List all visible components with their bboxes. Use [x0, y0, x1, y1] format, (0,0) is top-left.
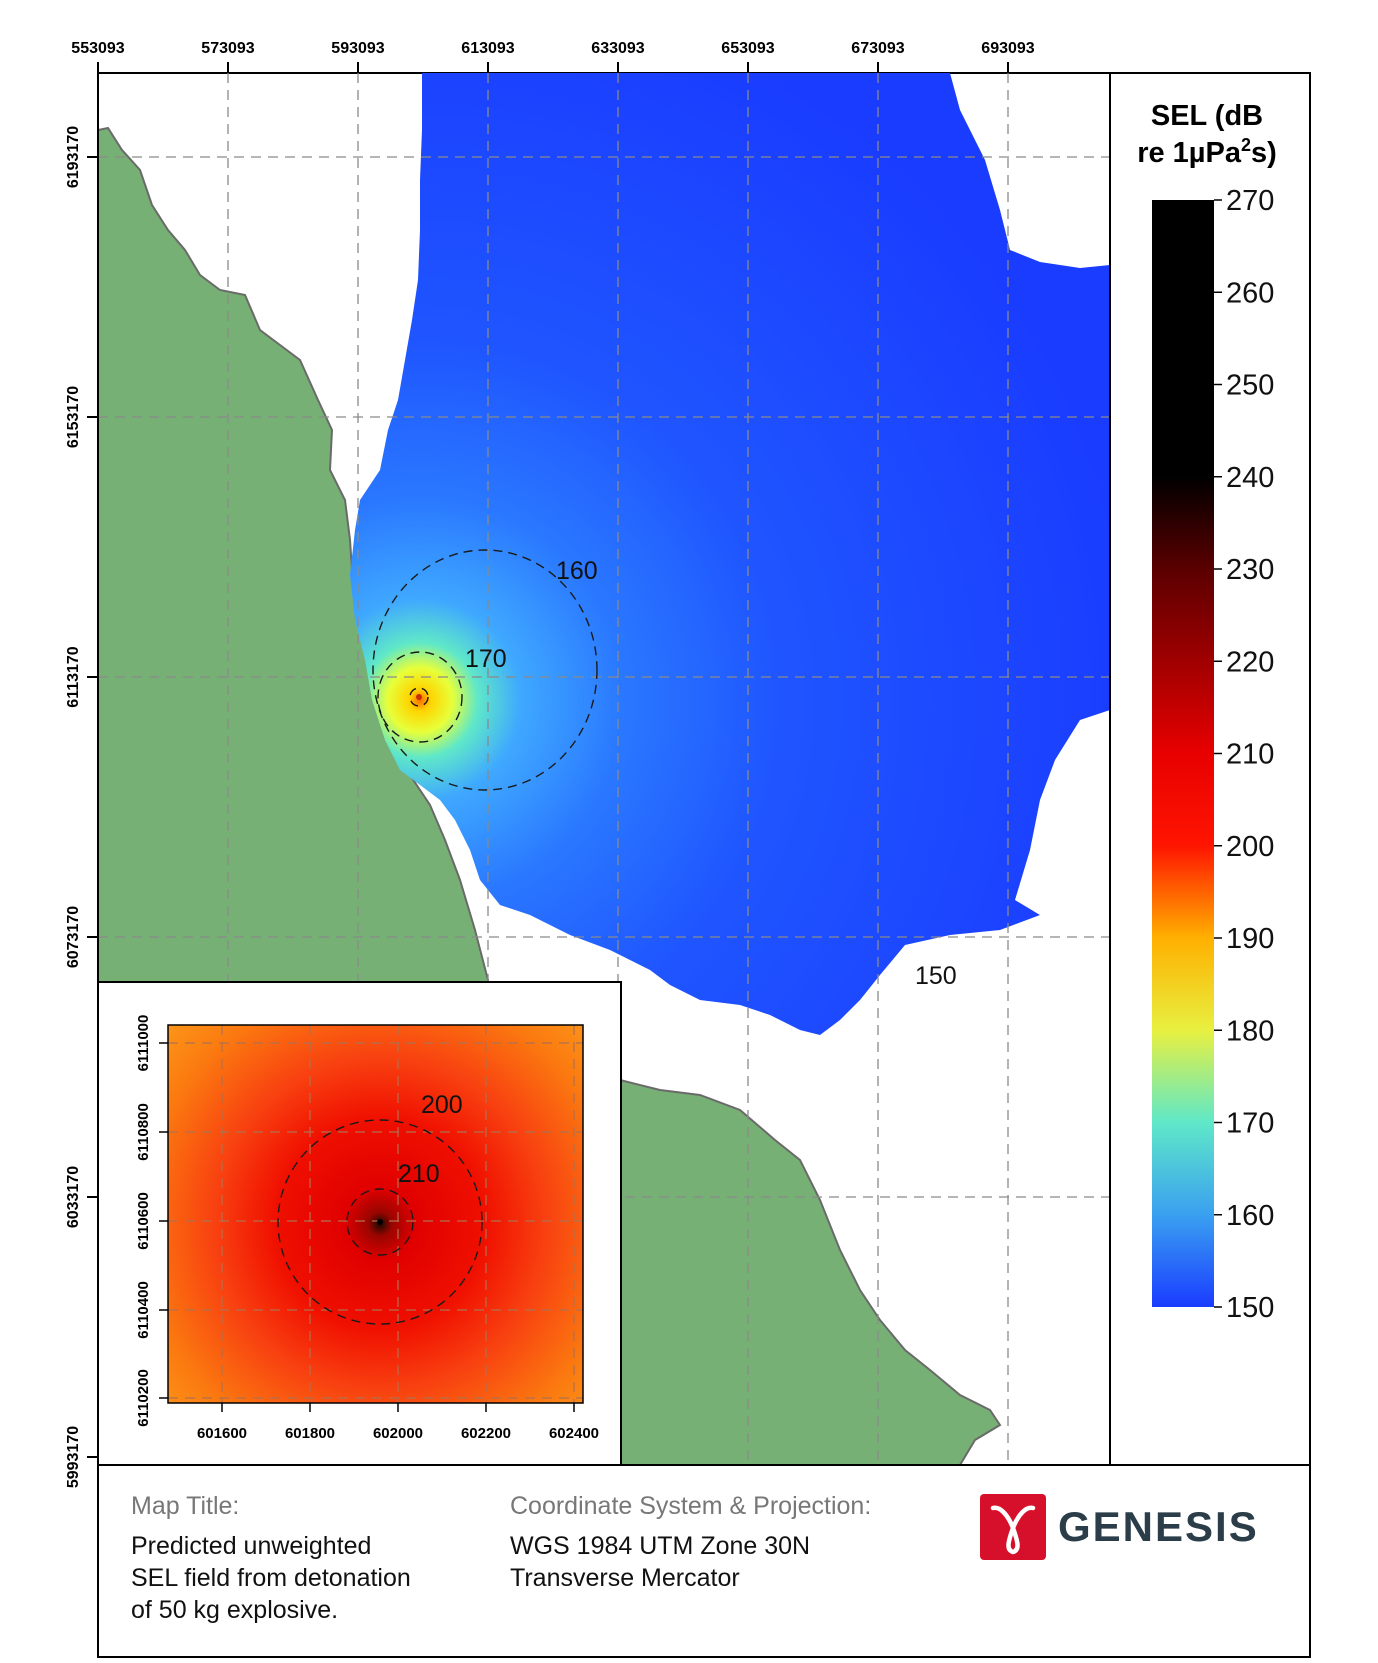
inset-x-tick-label: 601800: [285, 1425, 335, 1442]
inset-axes: 601600 601800 602000 602200 602400 6111000 611…: [135, 1015, 599, 1442]
y-tick-label: 5993170: [65, 1426, 82, 1488]
colorbar: [1152, 200, 1214, 1307]
inset-map: 200 210 601600 601800 602000 602200 602400 61…: [97, 981, 622, 1466]
crs-line: WGS 1984 UTM Zone 30N: [510, 1532, 811, 1560]
colorbar-ticks: 270 260 250 240 230 220 210 200 190 180 170 160 150: [1214, 185, 1274, 1324]
colorbar-tick-label: 230: [1226, 554, 1274, 586]
inset-contour-200: [277, 1119, 483, 1325]
inset-y-tick-label: 6111000: [135, 1015, 152, 1072]
inset-grid: [168, 1025, 583, 1403]
inset-y-tick-label: 6110200: [135, 1369, 152, 1427]
colorbar-tick-label: 160: [1226, 1200, 1274, 1232]
genesis-logo-icon: [980, 1494, 1046, 1560]
inset-x-tick-label: 602400: [549, 1425, 599, 1442]
detonation-point: [416, 694, 422, 700]
y-tick-label: 6113170: [65, 646, 82, 708]
colorbar-tick-label: 190: [1226, 923, 1274, 955]
x-tick-label: 633093: [591, 40, 644, 57]
colorbar-tick-label: 250: [1226, 370, 1274, 402]
land-west: [98, 126, 492, 1001]
inset-detonation-point: [377, 1219, 383, 1225]
y-tick-label: 6193170: [65, 126, 82, 188]
inset-field: [168, 1025, 583, 1403]
colorbar-tick-label: 210: [1226, 739, 1274, 771]
inset-y-tick-label: 6110400: [135, 1281, 152, 1339]
x-tick-label: 573093: [201, 40, 254, 57]
contour-180: [409, 687, 429, 707]
legend-title-line1: SEL (dB: [1151, 100, 1263, 132]
y-tick-label: 6073170: [65, 906, 82, 968]
crs-text: WGS 1984 UTM Zone 30N Transverse Mercato…: [510, 1530, 810, 1594]
x-tick-label: 553093: [71, 40, 124, 57]
y-tick-label: 6153170: [65, 386, 82, 448]
map-title-heading: Map Title:: [131, 1492, 240, 1520]
footer-frame: [97, 1464, 1311, 1658]
contour-label-160: 160: [556, 557, 598, 585]
contour-label-150: 150: [915, 962, 957, 990]
x-tick-label: 653093: [721, 40, 774, 57]
contour-170: [377, 651, 463, 743]
x-tick-label: 593093: [331, 40, 384, 57]
inset-contour-210: [346, 1188, 414, 1256]
contour-label-170: 170: [465, 645, 507, 673]
inset-contour-label-210: 210: [398, 1160, 440, 1188]
x-tick-label: 673093: [851, 40, 904, 57]
logo-wordmark: GENESIS: [1058, 1503, 1259, 1550]
inset-y-tick-label: 6110600: [135, 1192, 152, 1250]
inset-x-tick-label: 602200: [461, 1425, 511, 1442]
colorbar-tick-label: 170: [1226, 1108, 1274, 1140]
map-title-line: SEL field from detonation: [131, 1564, 411, 1592]
x-tick-label: 613093: [461, 40, 514, 57]
contour-lines: [372, 549, 598, 791]
inset-contours: [277, 1119, 483, 1325]
map-title-line: Predicted unweighted: [131, 1532, 372, 1560]
map-axes: 553093 573093 593093 613093 633093 653093 6730…: [65, 40, 1035, 1488]
crs-heading: Coordinate System & Projection:: [510, 1492, 872, 1520]
y-tick-label: 6033170: [65, 1166, 82, 1228]
sel-field: [350, 73, 1110, 1035]
land-southeast: [619, 1078, 1002, 1465]
colorbar-tick-label: 200: [1226, 831, 1274, 863]
inset-x-tick-label: 601600: [197, 1425, 247, 1442]
colorbar-tick-label: 270: [1226, 185, 1274, 217]
x-tick-label: 693093: [981, 40, 1034, 57]
colorbar-tick-label: 260: [1226, 277, 1274, 309]
colorbar-tick-label: 240: [1226, 462, 1274, 494]
contour-160: [372, 549, 598, 791]
legend: SEL (dB re 1µPa2s) 270 260 250 240 230 220 210…: [1137, 100, 1277, 1324]
colorbar-tick-label: 150: [1226, 1292, 1274, 1324]
colorbar-tick-label: 180: [1226, 1015, 1274, 1047]
legend-title-line2: re 1µPa2s): [1137, 135, 1277, 169]
inset-contour-label-200: 200: [421, 1091, 463, 1119]
colorbar-tick-label: 220: [1226, 646, 1274, 678]
inset-y-tick-label: 6110800: [135, 1103, 152, 1161]
crs-line: Transverse Mercator: [510, 1564, 740, 1592]
inset-plot-border: [167, 1024, 584, 1404]
inset-x-tick-label: 602000: [373, 1425, 423, 1442]
map-title-text: Predicted unweighted SEL field from deto…: [131, 1530, 411, 1626]
map-title-line: of 50 kg explosive.: [131, 1596, 339, 1624]
